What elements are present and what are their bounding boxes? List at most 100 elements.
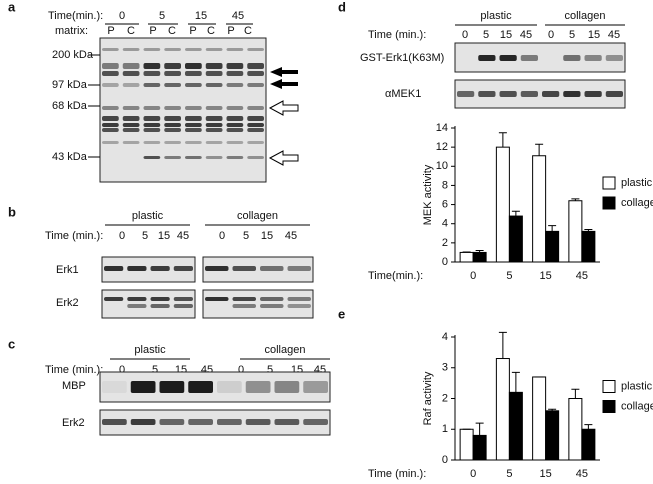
legend-swatch	[602, 196, 616, 210]
panel-label: e	[338, 306, 345, 321]
y-tick-label: 8	[442, 179, 448, 191]
x-tick-label: 45	[576, 270, 588, 282]
blot-band	[260, 297, 284, 301]
blot-band	[164, 156, 181, 159]
blot-band	[185, 106, 202, 110]
blot-band	[205, 128, 223, 132]
blot-band	[245, 419, 271, 425]
legend-label: plastic	[621, 380, 653, 392]
blot-band	[478, 55, 496, 61]
blot-band	[226, 63, 244, 69]
row-label: GST-Erk1(K63M)	[360, 52, 444, 64]
blot-band	[226, 71, 244, 76]
blot-band	[226, 83, 244, 87]
bar	[459, 251, 474, 263]
time-value: 5	[142, 230, 148, 242]
time-value: 5	[267, 364, 273, 376]
blot-band	[122, 123, 140, 127]
blot-band	[164, 48, 181, 51]
blot-band	[563, 55, 581, 61]
panel-label: b	[8, 204, 16, 219]
blot-band	[102, 116, 119, 121]
blot-band	[102, 63, 119, 69]
blot-band	[127, 297, 147, 301]
group-label: plastic	[134, 344, 166, 356]
blot-band	[205, 63, 223, 69]
arrow	[270, 79, 298, 89]
blot-band	[226, 128, 244, 132]
x-tick-label: 0	[470, 468, 476, 480]
blot-band	[164, 141, 181, 144]
bar	[508, 215, 523, 263]
blot-band	[127, 266, 147, 271]
blot-band	[102, 83, 119, 87]
y-tick-label: 2	[442, 237, 448, 249]
blot-band	[185, 71, 202, 76]
time-value: 45	[285, 230, 297, 242]
blot-band	[232, 304, 256, 308]
blot-band	[520, 55, 538, 61]
time-value: 5	[159, 10, 165, 22]
arrow	[268, 150, 299, 166]
y-axis-label: Raf activity	[422, 371, 434, 425]
arrow	[268, 100, 299, 116]
blot-band	[584, 91, 602, 97]
matrix-value: P	[149, 25, 156, 37]
blot-band	[102, 48, 119, 51]
error-bar	[475, 422, 484, 436]
blot-band	[143, 123, 161, 127]
bar	[581, 428, 596, 461]
row-label: αMEK1	[385, 88, 421, 100]
x-tick-label: 5	[506, 270, 512, 282]
time-value: 5	[569, 29, 575, 41]
blot-band	[247, 156, 264, 159]
bar	[459, 428, 474, 461]
time-label: Time (min.):	[368, 29, 426, 41]
blot-band	[127, 304, 147, 308]
row-label: Erk1	[56, 264, 79, 276]
y-tick-label: 12	[436, 141, 448, 153]
arrow	[270, 67, 298, 77]
blot-band	[102, 141, 119, 144]
blot-band	[226, 123, 244, 127]
y-tick-label: 3	[442, 362, 448, 374]
row-label: Erk2	[56, 297, 79, 309]
blot-band	[217, 381, 242, 393]
blot-band	[173, 266, 193, 271]
time-value: 5	[152, 364, 158, 376]
blot-band	[499, 91, 517, 97]
bar	[532, 155, 547, 263]
matrix-value: P	[227, 25, 234, 37]
time-label: Time(min.):	[48, 10, 103, 22]
blot-band	[164, 71, 181, 76]
y-tick-label: 0	[442, 454, 448, 466]
time-value: 0	[219, 230, 225, 242]
bar	[472, 434, 487, 461]
blot-band	[247, 71, 264, 76]
blot-band	[143, 106, 161, 110]
error-bar	[548, 225, 557, 232]
blot-band	[102, 419, 127, 425]
blot-band	[247, 48, 264, 51]
blot-band	[143, 83, 161, 87]
time-value: 0	[119, 10, 125, 22]
error-bar	[511, 371, 520, 393]
y-axis-label: MEK activity	[422, 164, 434, 225]
time-value: 15	[195, 10, 207, 22]
legend-label: plastic	[621, 177, 653, 189]
matrix-value: P	[189, 25, 196, 37]
bar	[545, 410, 560, 461]
time-label: Time (min.):	[45, 364, 103, 376]
time-value: 45	[177, 230, 189, 242]
group-label: plastic	[132, 210, 164, 222]
bar	[472, 251, 487, 263]
blot-band	[185, 128, 202, 132]
y-tick-label: 10	[436, 160, 448, 172]
x-tick-label: 45	[576, 468, 588, 480]
matrix-value: C	[207, 25, 215, 37]
time-value: 15	[500, 29, 512, 41]
time-value: 0	[119, 364, 125, 376]
blot-band	[563, 91, 581, 97]
legend-label: collagen	[621, 197, 653, 209]
marker-label: 68 kDa	[52, 100, 88, 112]
